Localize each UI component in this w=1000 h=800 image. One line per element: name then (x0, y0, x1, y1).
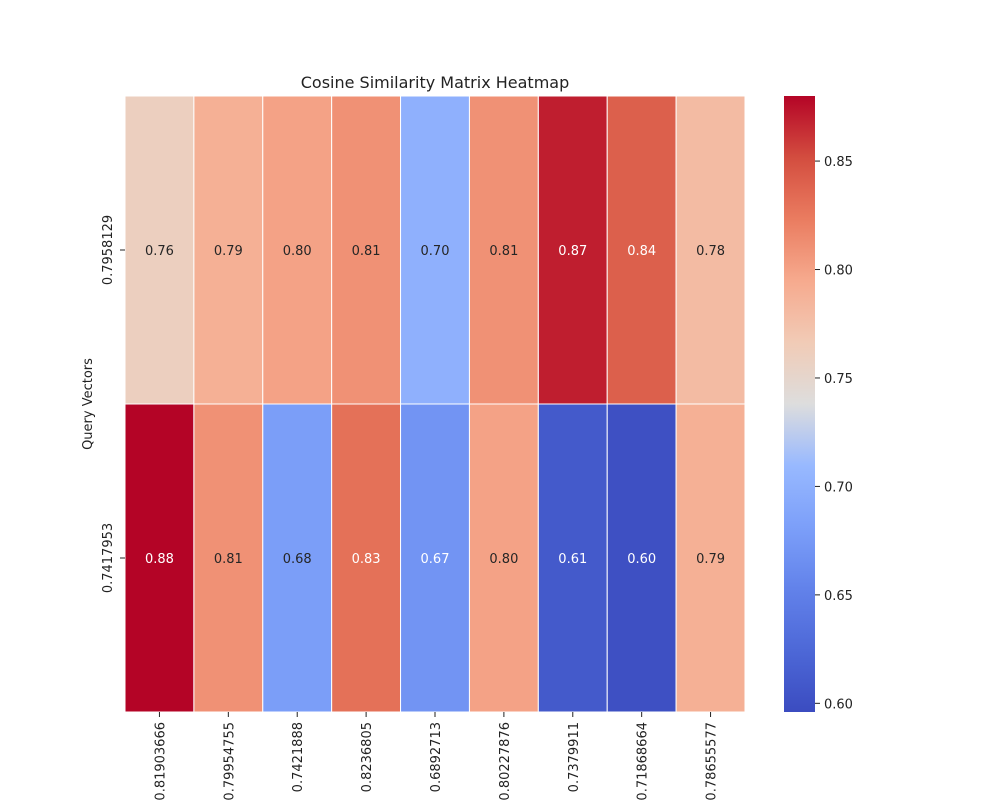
colorbar-tick-label: 0.80 (824, 264, 853, 279)
colorbar: 0.60 0.65 0.70 0.75 0.80 0.85 (784, 96, 853, 712)
cell-value-label: 0.67 (421, 552, 450, 567)
x-tick-label: 0.6892713 (429, 722, 444, 792)
x-tick-label: 0.7379911 (567, 722, 582, 792)
x-tick-label: 0.80227876 (498, 722, 513, 800)
x-tick-label: 0.71868664 (636, 722, 651, 800)
heatmap-cell (468, 403, 539, 713)
cell-value-label: 0.80 (283, 244, 312, 259)
y-axis-label: Query Vectors (81, 358, 96, 450)
heatmap-cell (606, 403, 677, 713)
x-tick-label: 0.8236805 (360, 722, 375, 792)
colorbar-tick-label: 0.60 (824, 697, 853, 712)
cell-value-label: 0.79 (696, 552, 725, 567)
y-tick-label: 0.7417953 (101, 523, 116, 593)
cell-value-label: 0.70 (421, 244, 450, 259)
cell-value-label: 0.84 (627, 244, 656, 259)
heatmap-cell-labels: 0.76 0.79 0.80 0.81 0.70 0.81 0.87 0.84 0.78 0.88… (145, 244, 725, 567)
cell-value-label: 0.79 (214, 244, 243, 259)
heatmap-cell (606, 95, 677, 405)
cell-value-label: 0.61 (558, 552, 587, 567)
x-tick-label: 0.79954755 (222, 722, 237, 800)
colorbar-tick-label: 0.85 (824, 155, 853, 170)
cell-value-label: 0.88 (145, 552, 174, 567)
cell-value-label: 0.81 (214, 552, 243, 567)
heatmap-cell (468, 95, 539, 405)
x-axis-ticks: 0.81903666 0.79954755 0.7421888 0.8236805 0.… (153, 712, 720, 800)
heatmap-cell (262, 403, 333, 713)
cell-value-label: 0.87 (558, 244, 587, 259)
heatmap-cell (193, 95, 264, 405)
cell-value-label: 0.60 (627, 552, 656, 567)
heatmap-cell (331, 403, 402, 713)
heatmap-cell (537, 403, 608, 713)
colorbar-gradient (784, 96, 815, 712)
x-tick-label: 0.78655577 (705, 722, 720, 800)
heatmap-cell (124, 403, 195, 713)
cell-value-label: 0.83 (352, 552, 381, 567)
chart-title: Cosine Similarity Matrix Heatmap (301, 73, 570, 92)
cell-value-label: 0.68 (283, 552, 312, 567)
heatmap-cell (124, 95, 195, 405)
cell-value-label: 0.78 (696, 244, 725, 259)
heatmap-cell (331, 95, 402, 405)
cell-value-label: 0.81 (352, 244, 381, 259)
colorbar-tick-label: 0.75 (824, 372, 853, 387)
colorbar-tick-label: 0.65 (824, 589, 853, 604)
colorbar-tick-label: 0.70 (824, 480, 853, 495)
cell-value-label: 0.81 (489, 244, 518, 259)
x-tick-label: 0.81903666 (153, 722, 168, 800)
heatmap-cell (400, 95, 470, 405)
y-axis-ticks: 0.7958129 0.7417953 (101, 215, 125, 593)
x-tick-label: 0.7421888 (291, 722, 306, 792)
cell-value-label: 0.76 (145, 244, 174, 259)
cell-value-label: 0.80 (489, 552, 518, 567)
heatmap-cell (262, 95, 333, 405)
heatmap-cell (675, 403, 746, 713)
y-tick-label: 0.7958129 (101, 215, 116, 285)
heatmap-cells (124, 95, 746, 713)
heatmap-cell (400, 403, 470, 713)
